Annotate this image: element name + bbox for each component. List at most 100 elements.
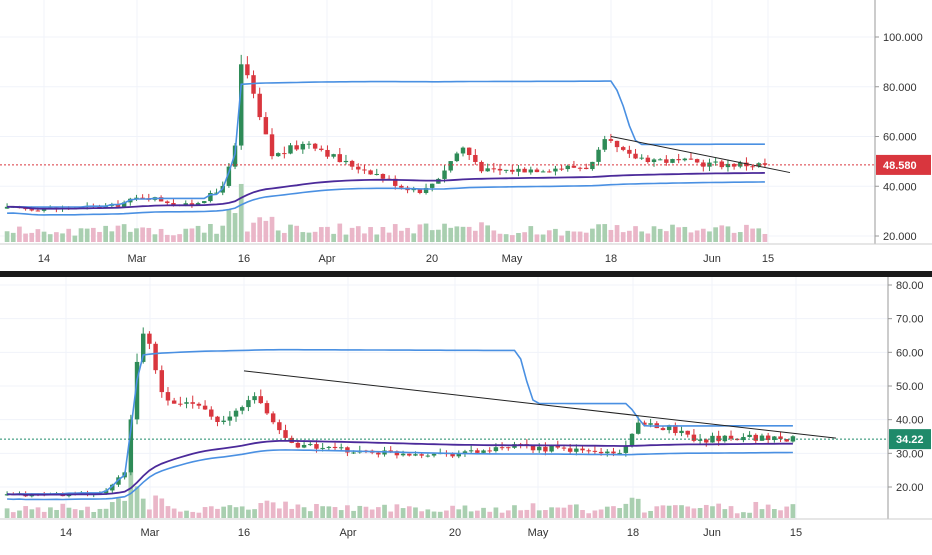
candle-body bbox=[295, 442, 301, 448]
volume-bar bbox=[41, 231, 47, 242]
candle-body bbox=[567, 448, 573, 452]
volume-bar bbox=[392, 224, 398, 242]
x-tick-label: 14 bbox=[38, 253, 50, 265]
volume-bar bbox=[121, 224, 127, 242]
lower-band-line bbox=[7, 181, 765, 216]
volume-bar bbox=[707, 231, 712, 242]
volume-bar bbox=[78, 228, 84, 242]
top-chart-panel[interactable]: 100.000 80.000 60.000 40.000 20.000 14 Mar 16 Ap… bbox=[0, 0, 932, 265]
volume-bar bbox=[419, 511, 425, 518]
volume-bar bbox=[158, 228, 164, 242]
candle-body bbox=[263, 117, 269, 135]
candle-body bbox=[326, 446, 332, 448]
candle-body bbox=[657, 159, 663, 161]
volume-bar bbox=[703, 504, 709, 518]
candle-body bbox=[221, 420, 226, 422]
candle-body bbox=[368, 170, 373, 175]
candle-body bbox=[413, 454, 418, 456]
resistance-trendline bbox=[243, 370, 837, 439]
volume-bar bbox=[294, 225, 300, 242]
candle-body bbox=[536, 446, 542, 451]
volume-bar bbox=[301, 507, 307, 518]
volume-bar bbox=[221, 506, 227, 518]
candle-body bbox=[750, 166, 755, 168]
candle-body bbox=[493, 447, 499, 452]
x-tick-label: Jun bbox=[703, 527, 721, 539]
volume-bar bbox=[694, 230, 700, 242]
y-tick-label: 30.00 bbox=[896, 448, 924, 460]
candle-body bbox=[666, 425, 672, 431]
volume-bar bbox=[617, 508, 623, 518]
volume-bar bbox=[485, 225, 491, 242]
volume-bar bbox=[549, 507, 554, 518]
candle-body bbox=[115, 204, 121, 207]
candle-body bbox=[448, 161, 453, 171]
volume-bar bbox=[635, 498, 641, 518]
volume-bar bbox=[140, 498, 146, 518]
y-tick-label: 60.000 bbox=[883, 132, 917, 144]
volume-bar bbox=[592, 510, 598, 518]
volume-bar bbox=[516, 232, 521, 242]
volume-bar bbox=[700, 228, 706, 242]
y-tick-label: 80.00 bbox=[896, 280, 924, 292]
candle-body bbox=[744, 162, 749, 167]
volume-bar bbox=[491, 230, 497, 242]
candle-body bbox=[343, 160, 349, 163]
candle-body bbox=[190, 402, 195, 404]
candle-body bbox=[516, 168, 521, 172]
candle-body bbox=[608, 139, 614, 141]
volume-bar bbox=[553, 228, 558, 242]
volume-bar bbox=[140, 227, 145, 242]
volume-bar bbox=[590, 228, 595, 242]
volume-bar bbox=[269, 216, 275, 242]
volume-bar bbox=[23, 233, 28, 242]
volume-bar bbox=[345, 505, 350, 518]
candle-body bbox=[605, 451, 610, 454]
candle-body bbox=[425, 455, 431, 457]
volume-bar bbox=[289, 508, 295, 518]
candle-body bbox=[128, 419, 134, 473]
volume-bar bbox=[623, 503, 629, 518]
candle-body bbox=[419, 454, 424, 456]
candle-body bbox=[617, 452, 622, 454]
candle-body bbox=[351, 452, 356, 454]
volume-bar bbox=[481, 507, 486, 518]
candle-body bbox=[251, 75, 256, 94]
volume-bar bbox=[734, 513, 740, 518]
candle-body bbox=[473, 155, 478, 162]
candle-body bbox=[356, 166, 361, 170]
bottom-chart-panel[interactable]: 80.00 70.00 60.00 50.00 40.00 30.00 20.00 14 Mar… bbox=[0, 277, 932, 539]
candle-body bbox=[417, 189, 423, 193]
y-tick-label: 80.000 bbox=[883, 82, 917, 94]
volume-bar bbox=[583, 232, 589, 242]
volume-bar bbox=[561, 507, 567, 518]
volume-bar bbox=[232, 213, 238, 242]
volume-bar bbox=[258, 503, 264, 518]
candle-body bbox=[294, 145, 299, 150]
candle-body bbox=[660, 428, 666, 431]
candle-body bbox=[159, 370, 165, 393]
volume-bar bbox=[762, 233, 768, 242]
candle-body bbox=[759, 435, 765, 441]
volume-bar bbox=[437, 511, 443, 518]
volume-bar bbox=[462, 505, 468, 518]
candle-body bbox=[283, 430, 288, 438]
volume-bar bbox=[362, 233, 367, 242]
volume-bar bbox=[103, 225, 109, 242]
candle-body bbox=[308, 444, 313, 446]
volume-bar bbox=[790, 504, 796, 518]
candle-body bbox=[553, 168, 558, 172]
volume-bar bbox=[134, 486, 140, 518]
volume-bar bbox=[654, 506, 660, 518]
volume-bar bbox=[343, 234, 349, 242]
candle-body bbox=[481, 450, 486, 453]
x-tick-label: 18 bbox=[627, 527, 639, 539]
candle-body bbox=[664, 159, 669, 163]
volume-bar bbox=[503, 234, 509, 242]
candle-body bbox=[679, 430, 684, 434]
volume-bar bbox=[411, 233, 417, 242]
candle-body bbox=[559, 168, 564, 170]
candle-body bbox=[319, 148, 324, 150]
candle-body bbox=[651, 159, 657, 163]
last-price-tag bbox=[889, 429, 931, 450]
